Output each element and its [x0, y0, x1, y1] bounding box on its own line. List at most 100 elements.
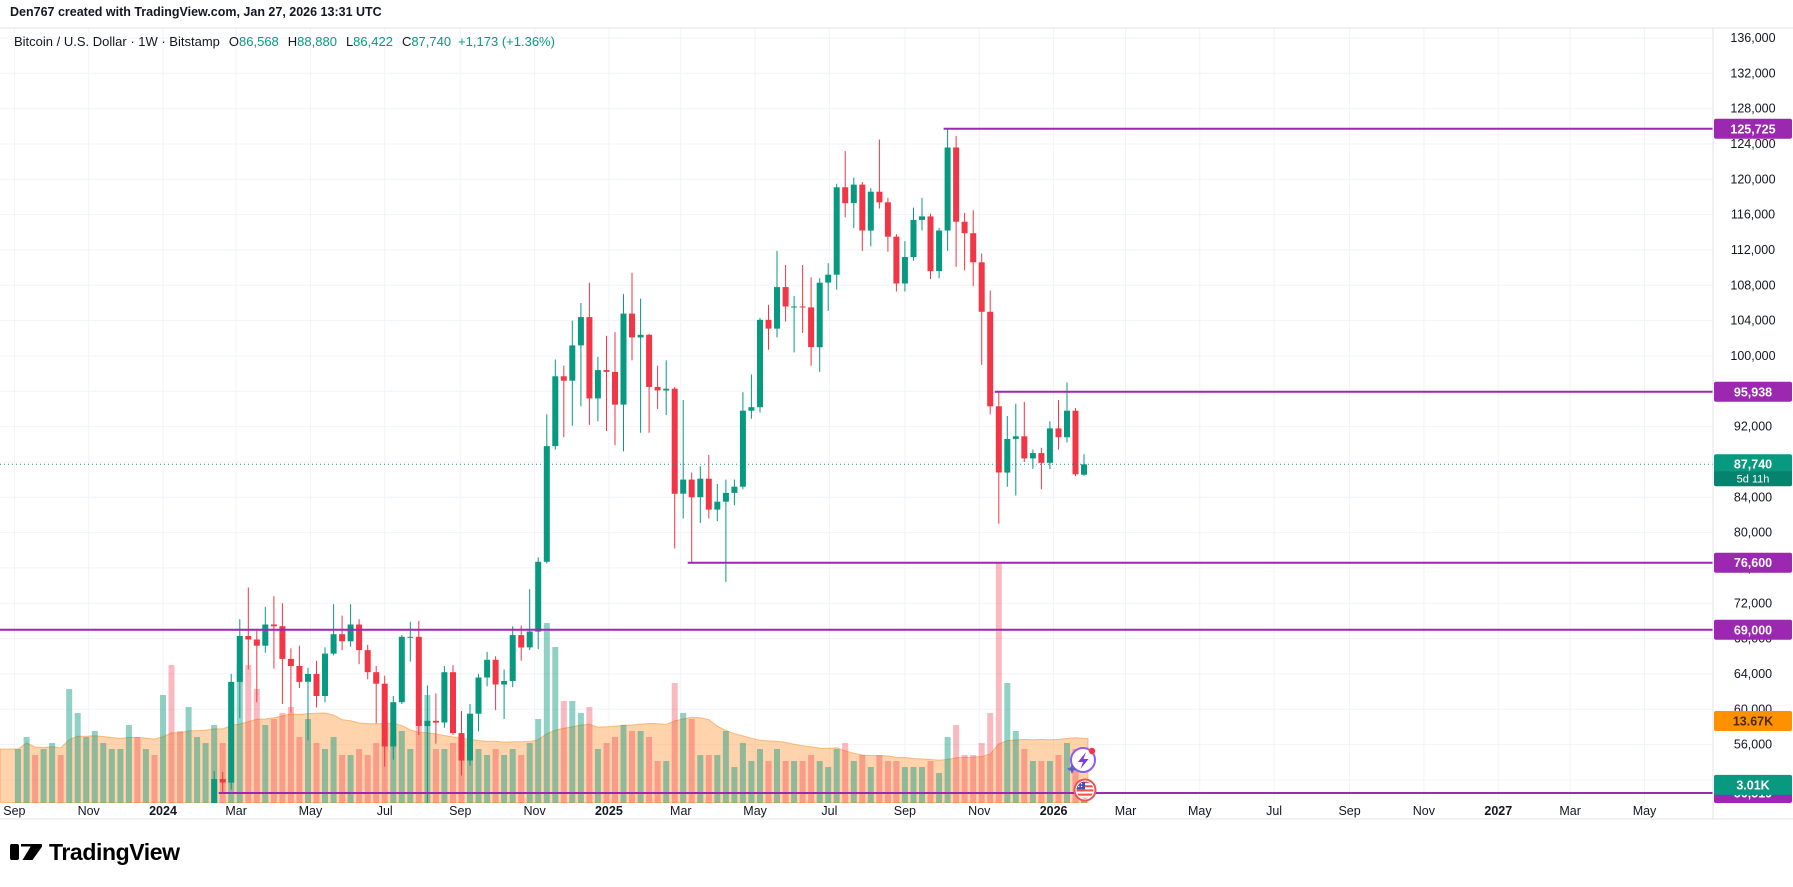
volume-bar	[1072, 749, 1079, 803]
volume-bar	[782, 761, 789, 803]
candle	[901, 241, 908, 292]
candles-layer	[211, 128, 1087, 803]
volume-bar	[236, 665, 243, 803]
us-flag-event-icon[interactable]	[1073, 778, 1097, 802]
volume-bar	[134, 737, 141, 803]
candle	[671, 386, 678, 549]
candle	[825, 263, 832, 311]
volume-bar	[1004, 683, 1011, 803]
volume-badge-3.01K: 3.01K	[1714, 774, 1792, 795]
price-tick-label: 124,000	[1730, 137, 1775, 151]
time-tick-label: Jul	[1266, 804, 1282, 818]
candle	[842, 151, 849, 218]
price-axis-panel[interactable]	[1713, 28, 1793, 819]
candle	[305, 667, 311, 741]
candle	[364, 644, 371, 680]
volume-bar	[850, 761, 857, 803]
candle	[339, 615, 346, 651]
candle	[697, 466, 704, 523]
volume-bar	[279, 713, 286, 803]
candle	[270, 596, 277, 669]
volume-bar	[739, 743, 746, 803]
candle	[808, 277, 815, 366]
candle	[398, 635, 405, 704]
volume-bar	[1021, 749, 1028, 803]
volume-bar	[526, 743, 533, 803]
candle	[714, 484, 721, 522]
candle	[390, 696, 397, 760]
volume-bar	[552, 647, 559, 803]
volume-bar	[731, 767, 738, 803]
tradingview-logo[interactable]: TradingView	[10, 837, 180, 867]
volume-bar	[808, 755, 815, 803]
volume-bar	[953, 725, 960, 803]
volume-bar	[663, 761, 670, 803]
volume-bar	[978, 743, 985, 803]
time-tick-label: 2024	[149, 804, 177, 818]
volume-bar	[432, 749, 439, 803]
volume-bar	[757, 749, 763, 803]
candle	[654, 365, 661, 409]
volume-bar	[356, 749, 363, 803]
volume-bar	[450, 743, 456, 803]
volume-bar	[40, 749, 47, 803]
candle	[637, 298, 644, 433]
candle	[296, 645, 303, 689]
volume-bar	[270, 719, 277, 803]
candle	[782, 265, 789, 322]
candle	[211, 771, 218, 803]
candle	[876, 139, 883, 209]
price-tick-label: 104,000	[1730, 314, 1775, 328]
volume-bar	[32, 755, 39, 803]
volume-bar	[339, 755, 346, 803]
candle	[987, 290, 994, 415]
high-label: H	[287, 34, 298, 49]
candle	[560, 365, 567, 438]
svg-text:69,000: 69,000	[1734, 623, 1772, 637]
volume-bar	[910, 767, 917, 803]
time-tick-label: Sep	[894, 804, 916, 818]
candle	[287, 648, 294, 713]
symbol-title[interactable]: Bitcoin / U.S. Dollar · 1W · Bitstamp	[14, 34, 220, 49]
volume-bar	[305, 719, 311, 803]
volume-bar	[296, 737, 303, 803]
volume-bar	[722, 731, 729, 803]
time-tick-label: Sep	[449, 804, 471, 818]
pane-borders	[0, 27, 1793, 820]
volume-bar	[825, 767, 832, 803]
volume-bar	[262, 725, 269, 803]
candle	[757, 318, 763, 413]
candle	[347, 604, 354, 647]
time-tick-label: Mar	[225, 804, 247, 818]
candle	[586, 282, 593, 425]
time-tick-label: May	[743, 804, 767, 818]
candle	[765, 304, 772, 350]
candle	[646, 333, 653, 433]
candle	[450, 665, 456, 735]
candle	[467, 704, 473, 766]
time-tick-label: 2025	[595, 804, 623, 818]
candle	[313, 660, 320, 708]
volume-bar	[569, 701, 576, 803]
volume-bar	[680, 713, 687, 803]
tradingview-logo-text: TradingView	[49, 838, 180, 865]
candle	[970, 210, 977, 287]
volume-bar	[560, 701, 567, 803]
svg-text:3.01K: 3.01K	[1736, 778, 1769, 792]
volume-bar	[1046, 761, 1053, 803]
candle	[816, 278, 823, 372]
low-label: L	[345, 34, 354, 49]
volume-bar	[194, 737, 201, 803]
volume-bar	[91, 731, 98, 803]
candle	[936, 227, 943, 279]
time-tick-label: Nov	[1413, 804, 1436, 818]
volume-bar	[876, 755, 883, 803]
candle	[441, 666, 448, 728]
candle	[1046, 421, 1053, 469]
events-lightning-icon[interactable]	[1067, 747, 1096, 774]
horizontal-level-lines[interactable]	[0, 127, 1713, 794]
chart-attribution: Den767 created with TradingView.com, Jan…	[10, 5, 382, 19]
time-axis-labels[interactable]: Sep Nov 2024 Mar May Jul Sep Nov 2025 Mar May Jul Se…	[3, 804, 1657, 818]
volume-bar	[347, 755, 354, 803]
